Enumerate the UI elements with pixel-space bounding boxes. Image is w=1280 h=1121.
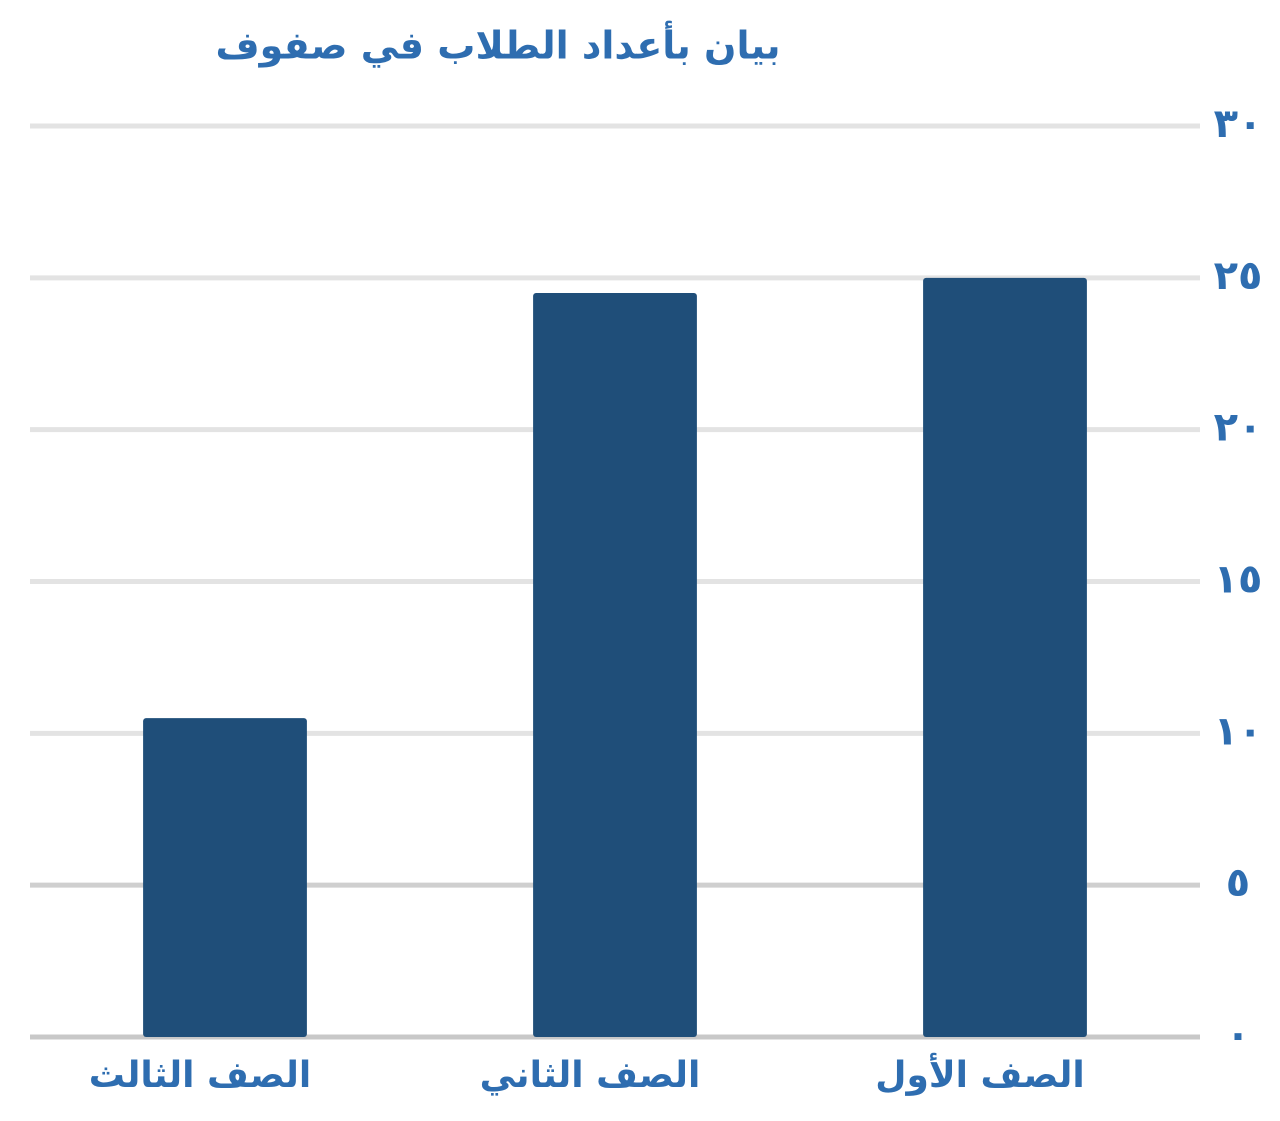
y-tick-label: ٠ — [1226, 1012, 1250, 1058]
y-tick-label: ٢٥ — [1214, 253, 1263, 299]
y-tick-label: ٢٠ — [1214, 405, 1263, 451]
y-tick-label: ٥ — [1226, 860, 1250, 906]
x-tick-label: الصف الثاني — [480, 1055, 701, 1096]
bar — [923, 277, 1087, 1037]
chart-title: بيان بأعداد الطلاب في صفوف — [215, 21, 780, 68]
y-tick-label: ١٠ — [1214, 708, 1263, 754]
bar — [533, 293, 697, 1037]
y-tick-label: ١٥ — [1214, 557, 1263, 603]
bar — [143, 718, 307, 1037]
x-tick-label: الصف الثالث — [89, 1055, 311, 1096]
y-tick-label: ٣٠ — [1214, 101, 1263, 147]
x-tick-label: الصف الأول — [875, 1052, 1085, 1096]
